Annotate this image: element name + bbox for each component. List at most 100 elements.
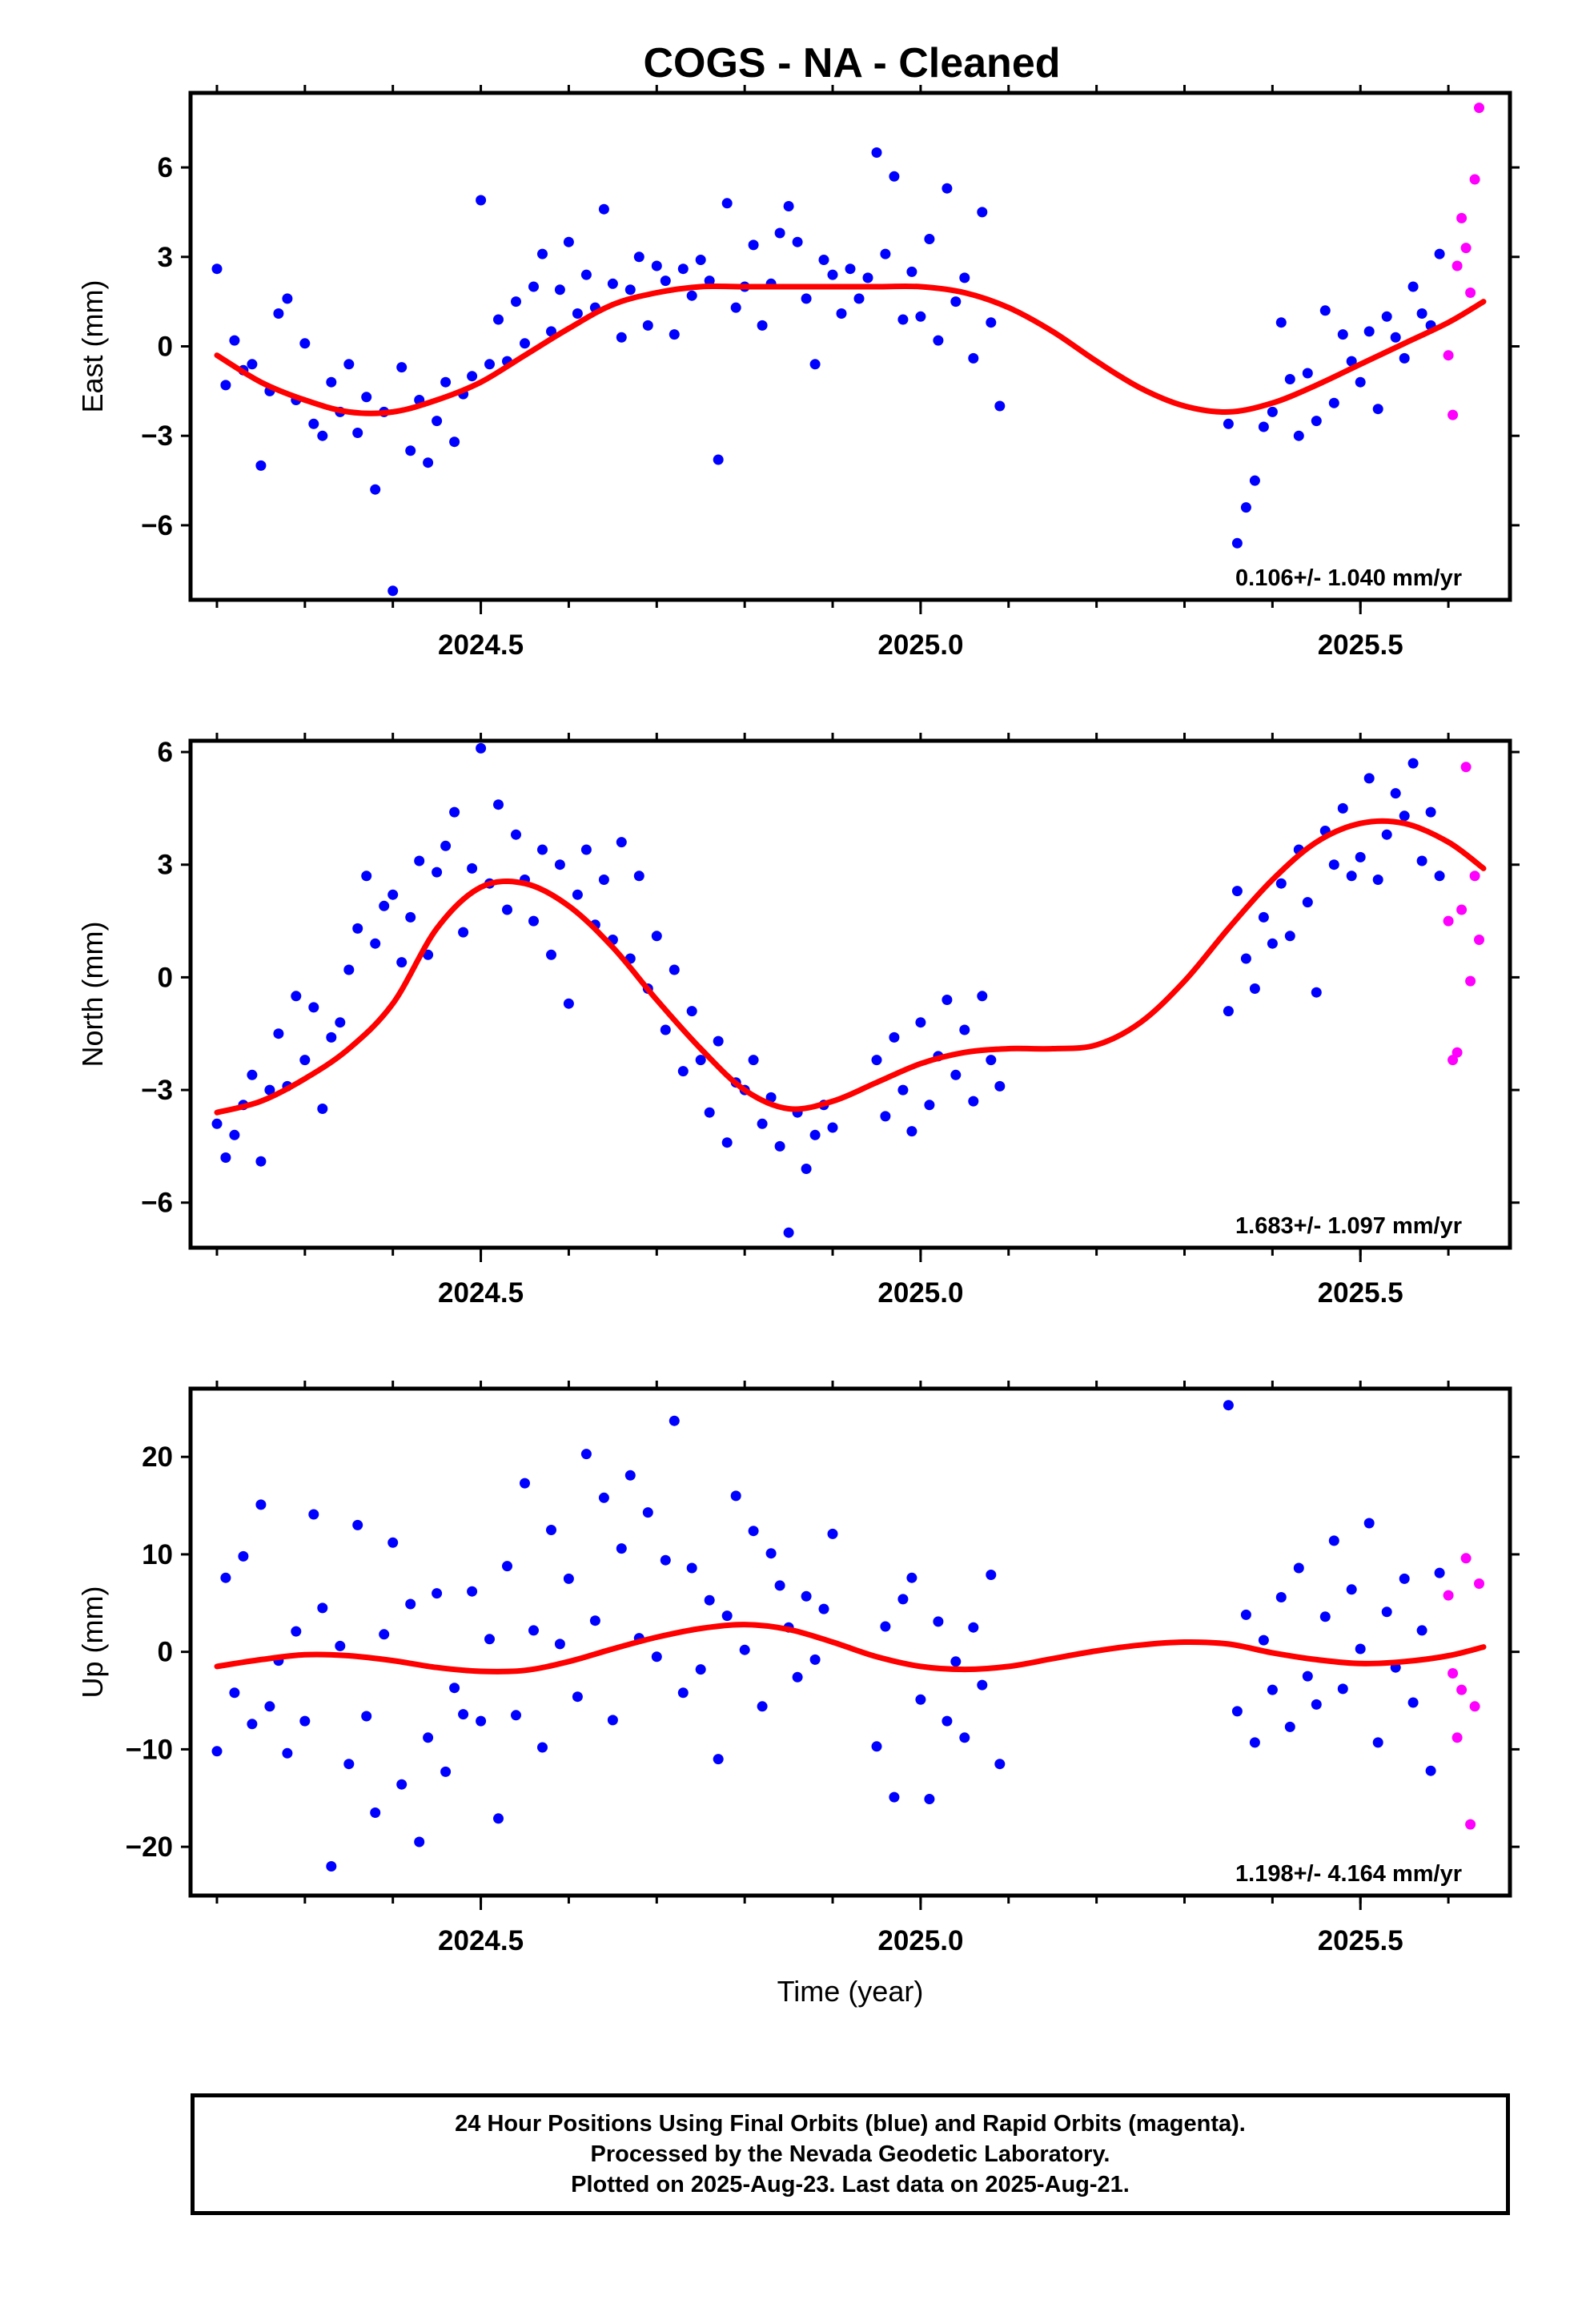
north-data-point <box>1425 806 1436 818</box>
up-ylabel: Up (mm) <box>76 1586 109 1699</box>
east-data-point <box>1267 406 1278 417</box>
north-data-point <box>1302 897 1313 908</box>
up-data-point <box>669 1415 680 1426</box>
up-data-point <box>1231 1706 1243 1717</box>
up-data-point <box>739 1644 750 1655</box>
north-data-point <box>554 859 565 870</box>
east-data-point <box>853 293 865 304</box>
east-data-point <box>986 317 997 328</box>
north-data-point <box>598 875 609 885</box>
up-data-point <box>229 1687 240 1699</box>
north-series-rapid <box>1443 762 1484 1066</box>
up-xtick-label: 2024.5 <box>438 1925 524 1956</box>
east-data-point <box>862 272 873 283</box>
up-data-point <box>580 1449 592 1460</box>
north-data-point <box>326 1031 337 1043</box>
east-data-point <box>871 147 882 158</box>
north-data-point <box>765 1092 777 1103</box>
east-data-point <box>607 278 618 289</box>
east-data-point <box>554 284 565 296</box>
north-data-point <box>660 1024 671 1035</box>
east-data-point <box>880 248 891 259</box>
up-data-point <box>713 1754 724 1765</box>
up-data-point <box>511 1710 521 1721</box>
up-data-point <box>282 1747 293 1759</box>
north-data-point <box>1447 1055 1459 1066</box>
up-data-point <box>598 1492 609 1503</box>
east-data-point <box>924 234 935 244</box>
east-data-point <box>686 290 697 301</box>
east-ytick-label: 6 <box>158 152 173 183</box>
north-data-point <box>1372 875 1383 885</box>
east-data-point <box>1474 103 1484 114</box>
east-data-point <box>818 255 829 265</box>
east-data-point <box>511 296 521 308</box>
north-panel: −6 −3 0 3 6 2024.5 2025.0 2025.5 North (mm) 1.683… <box>76 733 1520 1309</box>
east-data-point <box>308 418 319 429</box>
north-data-point <box>1284 931 1295 942</box>
east-data-point <box>546 326 556 337</box>
north-data-point <box>686 1006 697 1017</box>
east-data-point <box>537 248 548 259</box>
up-data-point <box>915 1694 926 1705</box>
up-data-point <box>370 1807 381 1818</box>
up-data-point <box>528 1625 539 1636</box>
up-data-point <box>211 1746 223 1757</box>
up-data-point <box>1425 1765 1436 1776</box>
north-data-point <box>211 1118 223 1129</box>
up-data-point <box>220 1572 231 1583</box>
east-ytick-label: 0 <box>158 332 173 363</box>
east-data-point <box>906 266 917 277</box>
east-data-point <box>423 457 434 468</box>
chart-title: COGS - NA - Cleaned <box>643 40 1060 86</box>
up-data-point <box>977 1679 988 1691</box>
east-data-point <box>1381 311 1392 322</box>
east-ytick-label: −3 <box>141 420 173 452</box>
up-data-point <box>1456 1684 1468 1695</box>
up-data-point <box>1275 1592 1287 1602</box>
up-data-point <box>1223 1400 1234 1411</box>
east-data-point <box>1460 243 1472 254</box>
up-data-point <box>1381 1606 1392 1618</box>
east-xtick-label: 2024.5 <box>438 629 524 661</box>
north-data-point <box>651 931 662 942</box>
north-data-point <box>511 829 521 840</box>
up-data-point <box>660 1554 671 1566</box>
up-data-point <box>299 1715 311 1727</box>
north-data-point <box>361 870 372 882</box>
up-data-point <box>1355 1643 1366 1655</box>
east-data-point <box>792 236 803 247</box>
east-data-point <box>396 362 408 373</box>
north-data-point <box>616 837 627 848</box>
up-data-point <box>704 1594 715 1606</box>
up-data-point <box>379 1629 390 1640</box>
north-data-point <box>528 915 539 927</box>
up-data-point <box>721 1610 733 1622</box>
east-data-point <box>721 198 733 209</box>
north-data-point <box>255 1156 267 1167</box>
up-data-point <box>695 1664 706 1675</box>
up-data-point <box>1267 1684 1278 1695</box>
north-data-point <box>959 1024 970 1035</box>
up-xlabel: Time (year) <box>777 1975 924 2008</box>
up-rate-label: 1.198+/- 4.164 mm/yr <box>1235 1861 1462 1887</box>
up-data-point <box>1363 1518 1375 1529</box>
north-data-point <box>308 1002 319 1013</box>
east-data-point <box>968 352 979 364</box>
north-data-point <box>317 1104 328 1114</box>
east-data-point <box>1407 281 1419 292</box>
north-data-point <box>695 1055 706 1066</box>
north-data-point <box>677 1066 689 1077</box>
north-data-point <box>467 862 478 874</box>
north-data-point <box>476 742 487 754</box>
up-data-point <box>1372 1737 1383 1748</box>
north-data-point <box>335 1017 346 1028</box>
up-data-point <box>792 1671 803 1683</box>
up-data-point <box>1416 1625 1427 1636</box>
north-data-point <box>493 799 504 810</box>
north-data-point <box>405 911 416 923</box>
north-data-point <box>264 1084 275 1096</box>
up-data-point <box>317 1602 328 1614</box>
north-data-point <box>1311 987 1322 998</box>
